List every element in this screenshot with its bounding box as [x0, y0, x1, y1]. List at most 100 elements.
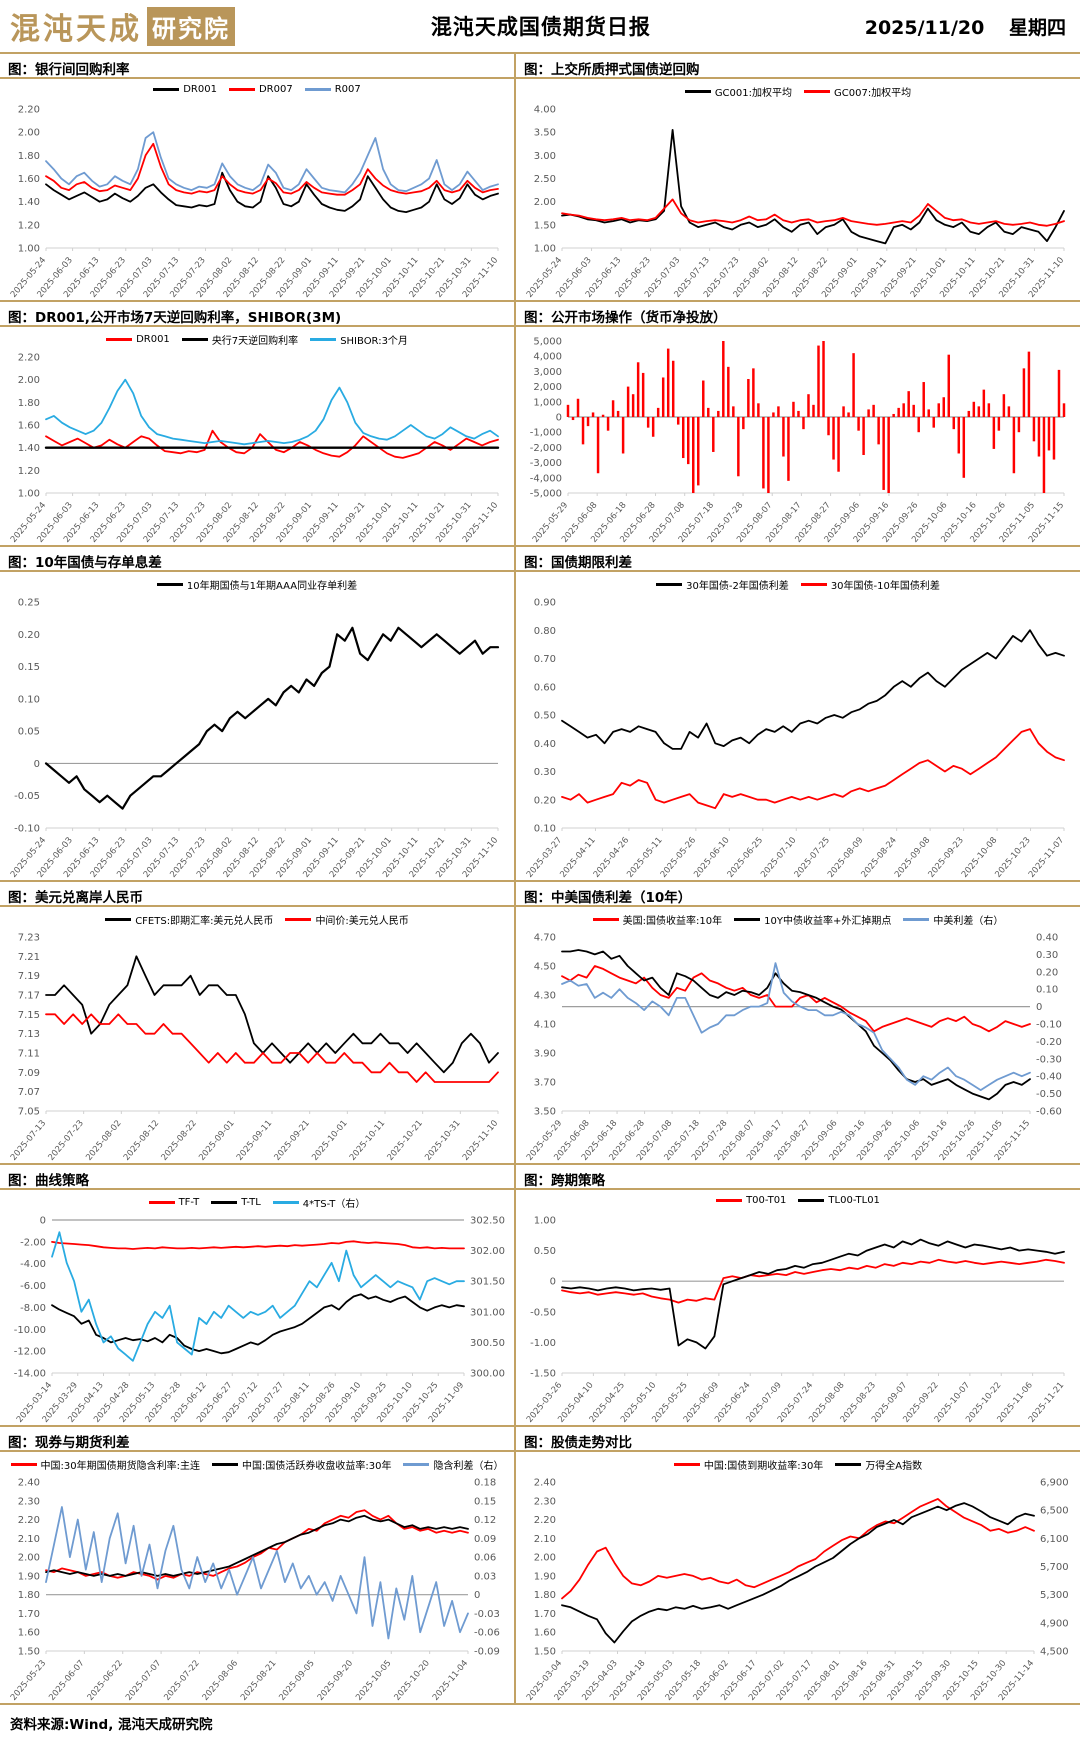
- legend-item: DR007: [228, 84, 293, 95]
- y-axis-left-tick: 3,000: [533, 367, 562, 378]
- y-axis-left-tick: -0.50: [530, 1307, 556, 1318]
- bar: [591, 412, 595, 417]
- bar: [862, 417, 865, 455]
- y-axis-left-tick: 7.17: [18, 991, 40, 1002]
- y-axis-left-tick: 2.00: [534, 1553, 556, 1564]
- legend-item: 万得全A指数: [835, 1457, 922, 1472]
- chart-dr001-omo-shibor: 2.20 2.00 1.80 1.60 1.40 1.20 1.00 2025-05-24 20…: [0, 327, 514, 545]
- series-line: [561, 198, 1065, 227]
- y-axis-left-tick: 7.05: [18, 1107, 40, 1118]
- bar: [977, 406, 981, 417]
- y-axis-left-tick: 4.00: [534, 105, 556, 116]
- bar: [852, 353, 855, 417]
- series-line: [561, 1258, 1065, 1304]
- legend-swatch: [673, 1463, 700, 1466]
- y-axis-left-tick: -10.00: [14, 1325, 46, 1336]
- bar: [1032, 417, 1036, 442]
- y-axis-left-tick: -12.00: [14, 1347, 46, 1358]
- bar: [611, 400, 615, 417]
- y-axis-right-tick: 0.06: [474, 1553, 496, 1564]
- bar: [636, 362, 640, 417]
- bar: [912, 404, 915, 417]
- y-axis-left-tick: -6.00: [20, 1281, 46, 1292]
- weekday-value: 星期四: [1008, 16, 1066, 39]
- y-axis-left-tick: 0.20: [18, 630, 40, 641]
- chart-legend: 中国:国债到期收益率:30年 万得全A指数: [516, 1457, 1080, 1472]
- bar: [732, 406, 735, 417]
- x-axis-tick: 2025-10-05: [354, 1659, 393, 1703]
- legend-swatch: [148, 1201, 175, 1204]
- date-value: 2025/11/20: [864, 16, 985, 39]
- legend-swatch: [310, 338, 337, 341]
- legend-swatch: [156, 583, 183, 586]
- bar: [947, 354, 951, 417]
- bar: [1007, 406, 1011, 417]
- chart-china-us-spread: 4.70 4.50 4.30 4.10 3.90 3.70 3.50 0.40 0.30 0.20…: [516, 907, 1080, 1163]
- y-axis-left-tick: 2.00: [18, 1553, 40, 1564]
- panel-calendar-spread-strategy: 图：跨期策略 1.00 0.50 0 -0.50 -1.00 -1.50 2025-03-2…: [516, 1163, 1080, 1425]
- legend-swatch: [153, 88, 180, 91]
- bar: [982, 389, 986, 417]
- y-axis-left-tick: 1.60: [18, 1628, 40, 1639]
- y-axis-left-tick: 2,000: [533, 382, 562, 393]
- bar: [917, 417, 920, 433]
- x-axis-tick: 2025-09-20: [316, 1659, 355, 1703]
- y-axis-left-tick: 0: [34, 759, 40, 770]
- chart-term-spread: 0.90 0.80 0.70 0.60 0.50 0.40 0.30 0.20 0.10 2025…: [516, 572, 1080, 880]
- y-axis-right-tick: 0.03: [474, 1571, 496, 1582]
- legend-swatch: [684, 90, 711, 93]
- bar: [757, 403, 760, 417]
- series-line: [45, 131, 499, 194]
- y-axis-left-tick: 1.50: [534, 1647, 556, 1658]
- panel-title: 图：现券与期货利差: [0, 1425, 514, 1452]
- bar: [877, 417, 880, 445]
- bar: [762, 417, 765, 489]
- x-axis-tick: 2025-09-21: [273, 1119, 312, 1163]
- bar: [1002, 394, 1006, 417]
- series-line: [44, 626, 500, 810]
- legend-swatch: [716, 1199, 743, 1202]
- legend-item: 4*TS-T（右）: [272, 1195, 365, 1210]
- x-axis-tick: 2025-08-21: [239, 1659, 278, 1703]
- bar: [712, 417, 715, 452]
- y-axis-left-tick: 1.40: [18, 443, 40, 454]
- chart-legend: DR001 DR007 R007: [0, 84, 514, 95]
- panel-open-market-operations: 图：公开市场操作（货币净投放） 5,000 4,000 3,000 2,000 1,00…: [516, 300, 1080, 545]
- y-axis-left-tick: -2.00: [20, 1237, 46, 1248]
- bar: [752, 368, 755, 417]
- legend-swatch: [228, 88, 255, 91]
- y-axis-right-tick: 0.10: [1036, 985, 1058, 996]
- y-axis-left-tick: -1.00: [530, 1338, 556, 1349]
- bar: [1027, 351, 1031, 417]
- y-axis-left-tick: 1.70: [18, 1609, 40, 1620]
- bar: [576, 398, 580, 417]
- x-axis-tick: 2025-09-05: [277, 1659, 316, 1703]
- bar: [737, 417, 740, 477]
- y-axis-right-tick: 0: [1036, 1002, 1042, 1013]
- y-axis-left-tick: 7.09: [18, 1068, 40, 1079]
- bar: [681, 417, 685, 459]
- bar: [676, 417, 680, 425]
- y-axis-left-tick: 0.50: [534, 1246, 556, 1257]
- y-axis-left-tick: 5,000: [533, 337, 562, 348]
- y-axis-left-tick: 1.70: [534, 1609, 556, 1620]
- panel-interbank-repo-rates: 图：银行间回购利率 2.20 2.00 1.80 1.60 1.40 1.20 1.00 20…: [0, 52, 516, 300]
- y-axis-left-tick: 4.10: [534, 1020, 556, 1031]
- report-footer: 资料来源:Wind, 混沌天成研究院: [0, 1703, 1080, 1740]
- bar: [837, 417, 840, 472]
- legend-item: 隐含利差（右）: [403, 1457, 503, 1472]
- bar: [646, 417, 650, 428]
- y-axis-right-tick: 0.20: [1036, 967, 1058, 978]
- y-axis-right-tick: 0: [474, 1590, 480, 1601]
- x-axis-tick: 2025-10-21: [386, 1119, 425, 1163]
- y-axis-left-tick: 1.60: [18, 174, 40, 185]
- report-title: 混沌天成国债期货日报: [430, 15, 651, 39]
- bar: [792, 401, 795, 417]
- series-line: [561, 1498, 1035, 1600]
- series-line: [561, 728, 1065, 810]
- chart-legend: 10年期国债与1年期AAA同业存单利差: [0, 577, 514, 592]
- y-axis-right-tick: -0.60: [1036, 1107, 1062, 1118]
- x-axis-tick: 2025-08-12: [122, 1119, 161, 1163]
- y-axis-right-tick: 0.18: [474, 1478, 496, 1489]
- bar: [626, 386, 630, 417]
